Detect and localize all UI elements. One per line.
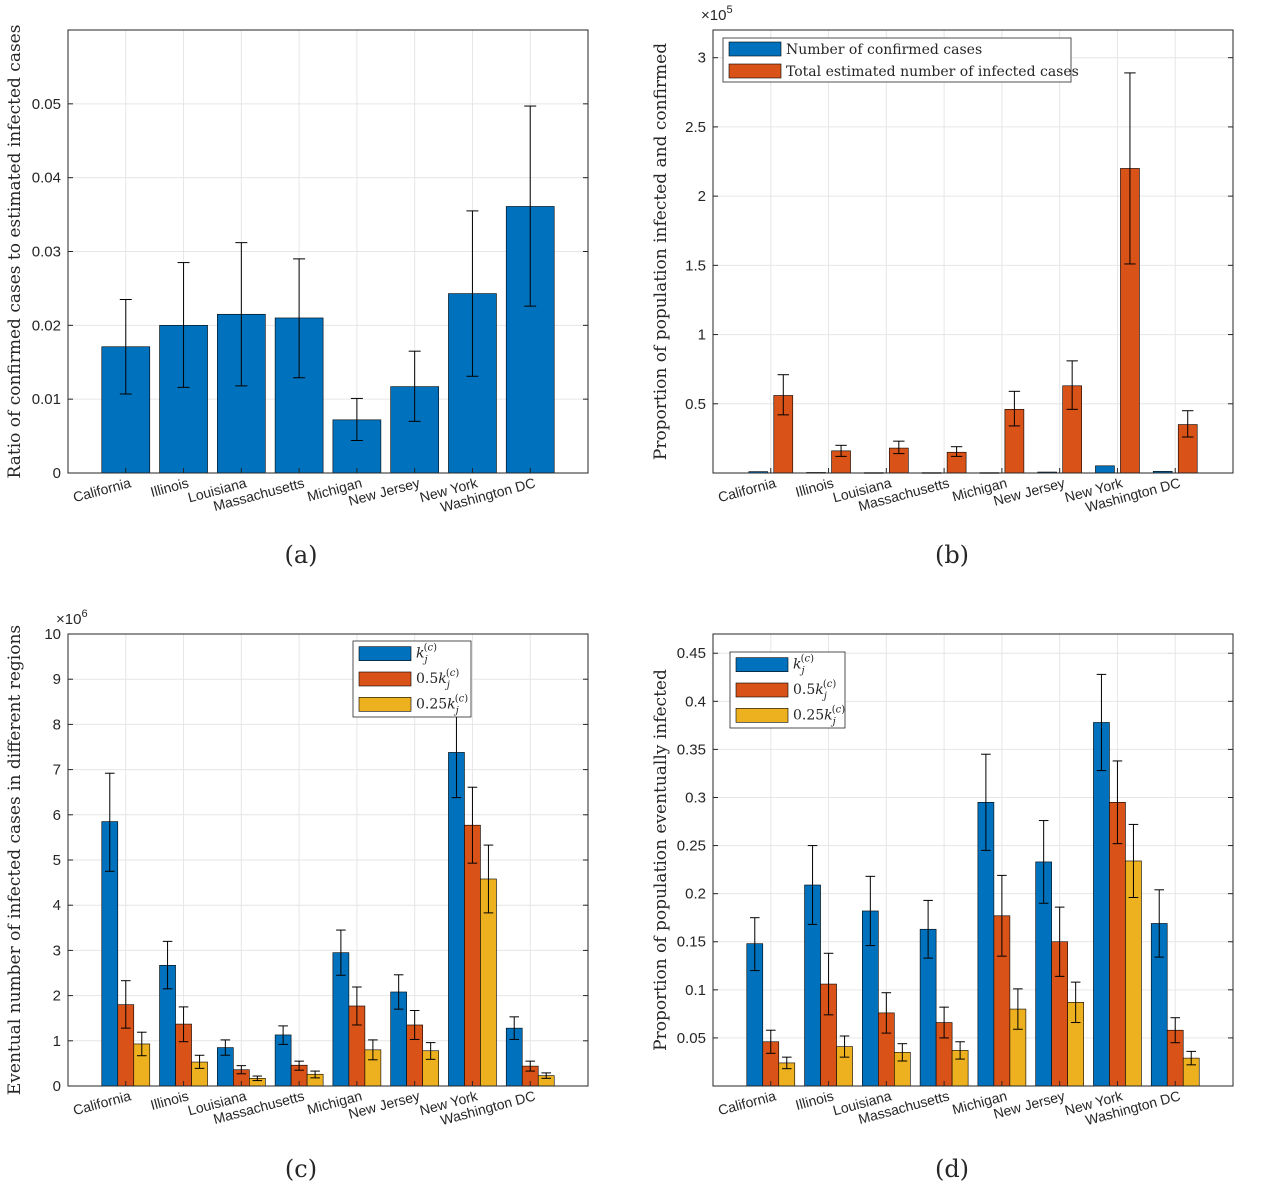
legend-swatch bbox=[358, 671, 412, 687]
legend-swatch bbox=[358, 697, 412, 712]
y-tick-label: 3 bbox=[53, 942, 61, 959]
y-axis-label: Ratio of confirmed cases to estimated in… bbox=[5, 25, 25, 479]
y-tick-label: 7 bbox=[53, 762, 61, 779]
y-tick-label: 0.01 bbox=[32, 391, 61, 408]
y-tick-label: 0 bbox=[53, 1078, 61, 1095]
axis-exponent: ×105 bbox=[701, 4, 733, 24]
y-tick-label: 0.25 bbox=[677, 838, 706, 855]
legend-swatch bbox=[728, 63, 782, 79]
y-tick-label: 1.5 bbox=[685, 257, 706, 274]
y-axis-label: Proportion of population eventually infe… bbox=[651, 669, 671, 1051]
legend-label: 0.25kj(c) bbox=[793, 704, 845, 727]
panel-caption: (b) bbox=[935, 541, 969, 569]
y-tick-label: 0.15 bbox=[677, 934, 706, 951]
y-tick-label: 8 bbox=[53, 716, 61, 733]
legend: kj(c)0.5kj(c)0.25kj(c) bbox=[729, 651, 846, 729]
y-tick-label: 0.35 bbox=[677, 741, 706, 758]
axes-box bbox=[712, 29, 1234, 474]
legend-swatch bbox=[358, 646, 412, 661]
y-tick-label: 0.45 bbox=[677, 645, 706, 662]
y-tick-label: 2.5 bbox=[685, 119, 706, 136]
legend-swatch bbox=[735, 682, 789, 698]
y-tick-label: 0.3 bbox=[685, 789, 706, 806]
legend-label: 0.25kj(c) bbox=[416, 693, 468, 716]
y-tick-label: 0.05 bbox=[32, 96, 61, 113]
chart-panel: 0.050.10.150.20.250.30.350.40.45Californ… bbox=[651, 633, 1234, 1183]
y-tick-label: 0.1 bbox=[685, 982, 706, 999]
bar bbox=[1109, 801, 1126, 1087]
bar bbox=[448, 752, 465, 1087]
panel-caption: (c) bbox=[285, 1155, 317, 1183]
y-tick-label: 4 bbox=[53, 897, 61, 914]
legend-swatch bbox=[735, 708, 789, 723]
bar bbox=[464, 824, 481, 1087]
legend-label: 0.5kj(c) bbox=[416, 668, 459, 691]
legend-label: 0.5kj(c) bbox=[793, 679, 836, 702]
y-tick-label: 2 bbox=[698, 188, 706, 205]
legend-label: Number of confirmed cases bbox=[786, 42, 982, 58]
y-tick-label: 0.5 bbox=[685, 396, 706, 413]
y-tick-label: 0.02 bbox=[32, 317, 61, 334]
axes-box bbox=[712, 633, 1234, 1087]
y-tick-label: 1 bbox=[698, 327, 706, 344]
y-tick-label: 0.2 bbox=[685, 886, 706, 903]
bar bbox=[390, 386, 439, 474]
panel-caption: (a) bbox=[284, 541, 317, 569]
legend-label: Total estimated number of infected cases bbox=[786, 64, 1079, 80]
legend-swatch bbox=[728, 41, 782, 57]
bar bbox=[1095, 465, 1115, 474]
legend-label: kj(c) bbox=[793, 654, 814, 677]
y-tick-label: 0.05 bbox=[677, 1030, 706, 1047]
legend-swatch bbox=[735, 657, 789, 672]
y-tick-label: 2 bbox=[53, 988, 61, 1005]
y-tick-label: 10 bbox=[44, 626, 61, 643]
y-axis-label: Eventual number of infected cases in dif… bbox=[5, 625, 25, 1095]
y-tick-label: 0.04 bbox=[32, 170, 61, 187]
y-tick-label: 6 bbox=[53, 807, 61, 824]
y-tick-label: 0 bbox=[53, 465, 61, 482]
y-tick-label: 5 bbox=[53, 852, 61, 869]
y-tick-label: 0.4 bbox=[685, 693, 706, 710]
legend: kj(c)0.5kj(c)0.25kj(c) bbox=[352, 640, 472, 718]
legend-label: kj(c) bbox=[416, 643, 437, 666]
axis-exponent: ×106 bbox=[56, 608, 88, 628]
y-tick-label: 1 bbox=[53, 1033, 61, 1050]
y-tick-label: 9 bbox=[53, 671, 61, 688]
y-tick-label: 0.03 bbox=[32, 244, 61, 261]
bar bbox=[1093, 722, 1110, 1087]
plot-area bbox=[713, 30, 1233, 473]
y-tick-label: 3 bbox=[698, 50, 706, 67]
y-axis-label: Proportion of population infected and co… bbox=[651, 43, 671, 460]
legend: Number of confirmed cases Total estimated… bbox=[722, 37, 1079, 83]
panel-caption: (d) bbox=[935, 1155, 969, 1183]
